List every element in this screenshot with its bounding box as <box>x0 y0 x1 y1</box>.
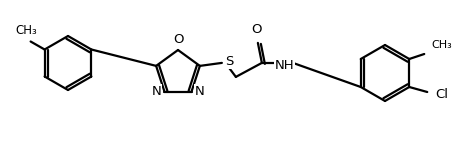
Text: N: N <box>152 85 162 98</box>
Text: CH₃: CH₃ <box>16 25 38 38</box>
Text: Cl: Cl <box>435 88 448 101</box>
Text: O: O <box>252 23 262 36</box>
Text: O: O <box>173 33 183 46</box>
Text: NH: NH <box>275 59 294 72</box>
Text: S: S <box>225 55 233 68</box>
Text: N: N <box>195 85 204 98</box>
Text: CH₃: CH₃ <box>431 40 452 50</box>
